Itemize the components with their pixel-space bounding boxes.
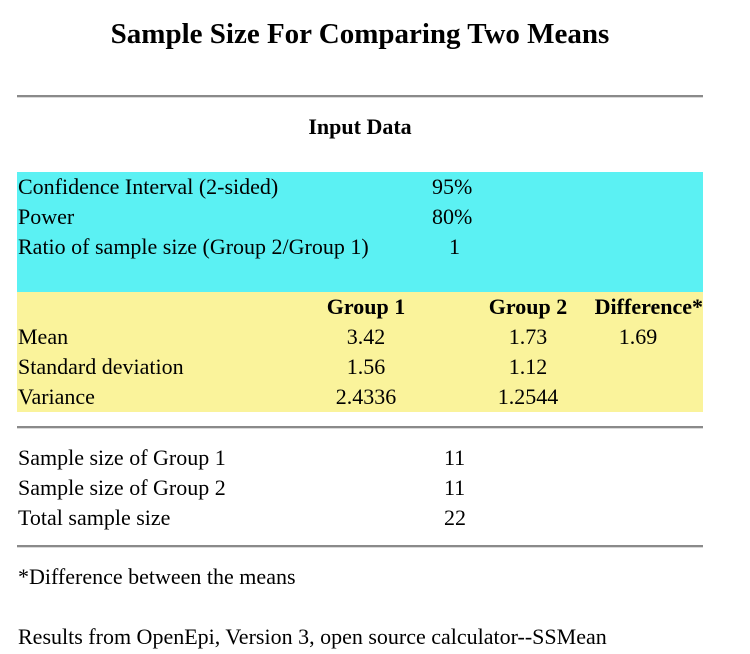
sd-group2: 1.12 [508,354,548,379]
column-header-difference: Difference* [594,294,703,319]
variance-group2: 1.2544 [497,384,559,409]
row-label-mean: Mean [18,324,69,349]
result-value-total: 22 [444,505,466,530]
sd-group1: 1.56 [346,354,386,379]
result-value-group1: 11 [444,445,466,470]
input-data-heading: Input Data [308,114,412,139]
input-value-power: 80% [432,204,473,229]
mean-group1: 3.42 [346,324,386,349]
column-header-group2: Group 2 [488,294,568,319]
variance-group1: 2.4336 [335,384,397,409]
divider-top [17,95,703,98]
mean-difference: 1.69 [618,324,658,349]
result-value-group2: 11 [444,475,466,500]
mean-group2: 1.73 [508,324,548,349]
column-header-group1: Group 1 [326,294,406,319]
page-title: Sample Size For Comparing Two Means [110,18,610,50]
credit-line: Results from OpenEpi, Version 3, open so… [18,624,607,649]
divider-middle [17,426,703,429]
input-label-ratio: Ratio of sample size (Group 2/Group 1) [18,234,369,259]
group-statistics-band [17,292,703,412]
input-label-confidence: Confidence Interval (2-sided) [18,174,279,199]
result-label-group1: Sample size of Group 1 [18,445,226,470]
row-label-standard-deviation: Standard deviation [18,354,184,379]
divider-bottom [17,545,703,548]
input-value-ratio: 1 [449,234,460,259]
input-label-power: Power [18,204,75,229]
footnote: *Difference between the means [18,564,296,589]
row-label-variance: Variance [18,384,95,409]
input-parameters-band [17,172,703,292]
result-label-total: Total sample size [18,505,171,530]
input-value-confidence: 95% [432,174,473,199]
result-label-group2: Sample size of Group 2 [18,475,226,500]
